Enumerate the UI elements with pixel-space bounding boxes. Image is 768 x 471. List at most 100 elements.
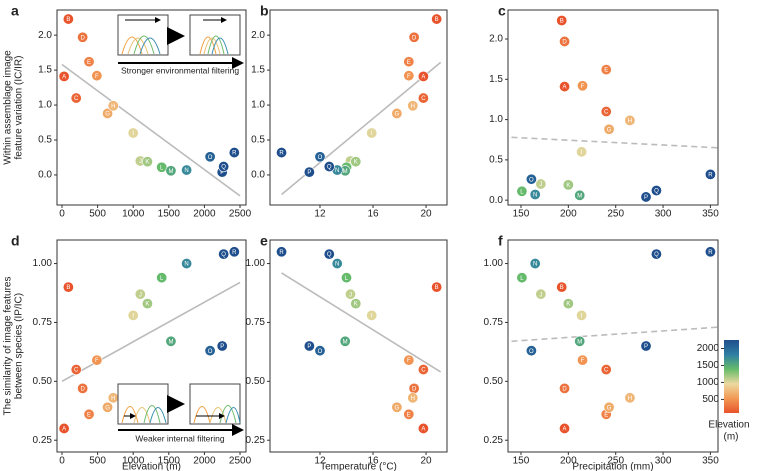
point — [165, 165, 177, 177]
point-label: R — [232, 250, 237, 256]
point — [624, 392, 636, 404]
point-label: F — [95, 358, 99, 364]
point — [556, 281, 568, 293]
point-label: N — [184, 262, 188, 268]
point-label: G — [607, 405, 612, 411]
point — [156, 272, 168, 284]
point-label: G — [607, 127, 612, 133]
point-label: F — [407, 358, 411, 364]
point — [228, 246, 240, 258]
colorbar — [724, 340, 739, 413]
point — [91, 70, 103, 82]
point-label: C — [604, 110, 609, 116]
point — [704, 246, 716, 258]
point-label: R — [279, 250, 284, 256]
x-tick-label: 2500 — [229, 209, 252, 220]
x-tick-label: 1000 — [122, 209, 145, 220]
trend-line — [511, 326, 719, 343]
x-tick-label: 250 — [607, 209, 624, 220]
point — [529, 258, 541, 270]
point — [559, 382, 571, 394]
point-label: I — [371, 131, 373, 137]
y-tick-label: 0.50 — [33, 376, 53, 387]
point-label: B — [66, 17, 70, 23]
point-label: O — [529, 349, 534, 355]
point-label: L — [345, 276, 349, 282]
y-tick-label: 0.5 — [489, 155, 503, 166]
point — [391, 107, 403, 119]
point — [218, 248, 230, 260]
x-tick-label: 12 — [314, 456, 326, 467]
point — [339, 335, 351, 347]
point-label: D — [80, 386, 85, 392]
point — [204, 151, 216, 163]
x-axis-label: Precipitation (mm) — [572, 462, 653, 471]
plot-frame — [56, 239, 247, 453]
point-label: N — [184, 168, 188, 174]
plot-frame — [507, 9, 719, 206]
x-tick-label: 250 — [607, 456, 624, 467]
point — [403, 56, 415, 68]
point-label: B — [435, 285, 439, 291]
point — [624, 114, 636, 126]
point-label: B — [560, 285, 564, 291]
point-label: A — [62, 74, 66, 80]
point — [417, 70, 429, 82]
point — [535, 288, 547, 300]
x-tick-label: 150 — [513, 456, 530, 467]
x-tick-label: 500 — [89, 209, 106, 220]
point — [350, 156, 362, 168]
point — [577, 354, 589, 366]
x-tick-label: 300 — [655, 456, 672, 467]
y-tick-label: 0.25 — [246, 435, 266, 446]
point-label: E — [407, 60, 411, 66]
point-label: H — [411, 396, 415, 402]
point — [77, 382, 89, 394]
x-tick-label: 2000 — [193, 209, 216, 220]
x-tick-label: 2000 — [193, 456, 216, 467]
point-label: D — [412, 35, 417, 41]
point — [102, 401, 114, 413]
panel-label: c — [498, 3, 506, 19]
point-label: B — [66, 285, 70, 291]
x-tick-label: 16 — [367, 456, 379, 467]
x-axis-label: Temperature (°C) — [320, 462, 397, 471]
point — [58, 422, 70, 434]
point — [127, 127, 139, 139]
point-label: A — [563, 85, 567, 91]
point — [525, 173, 537, 185]
trend-line — [511, 136, 719, 149]
y-tick-label: 1.5 — [38, 65, 52, 76]
point — [516, 272, 528, 284]
point-label: A — [421, 74, 425, 80]
point-label: I — [132, 131, 134, 137]
point — [603, 401, 615, 413]
point — [600, 364, 612, 376]
point-label: F — [581, 358, 585, 364]
point — [403, 70, 415, 82]
point — [276, 246, 288, 258]
x-tick-label: 2500 — [229, 456, 252, 467]
point-label: M — [577, 339, 582, 345]
x-tick-label: 12 — [314, 209, 326, 220]
panel-label: b — [260, 3, 269, 19]
point-label: R — [279, 151, 284, 157]
point — [403, 408, 415, 420]
point-label: N — [335, 168, 339, 174]
point-label: E — [87, 60, 91, 66]
point — [314, 345, 326, 357]
y-tick-label: 0.25 — [484, 435, 504, 446]
point-label: E — [407, 412, 411, 418]
point — [408, 31, 420, 43]
x-tick-label: 0 — [59, 209, 65, 220]
point — [535, 178, 547, 190]
x-tick-label: 0 — [59, 456, 65, 467]
inset-bottom — [117, 383, 244, 436]
y-axis-label: feature variation (IC/IR) — [14, 56, 25, 160]
inset-top — [117, 14, 244, 69]
point — [403, 354, 415, 366]
point — [204, 345, 216, 357]
point — [559, 35, 571, 47]
point — [417, 92, 429, 104]
y-tick-label: 0.5 — [38, 135, 52, 146]
